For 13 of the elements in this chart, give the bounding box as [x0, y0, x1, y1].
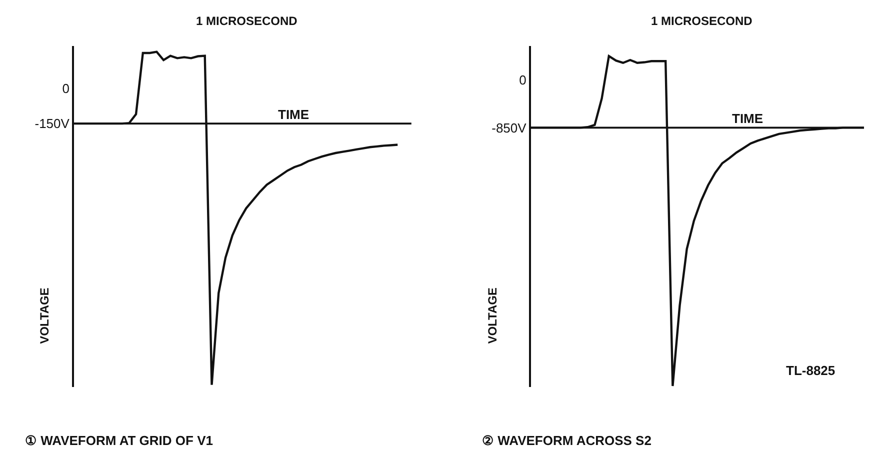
text: ② WAVEFORM ACROSS S2	[482, 433, 652, 448]
x-axis-title: TIME	[732, 111, 764, 126]
text: ① WAVEFORM AT GRID OF V1	[25, 433, 213, 448]
y-tick-label: -150V	[34, 116, 70, 132]
y-tick-label: -850V	[492, 120, 527, 136]
y-axis-title: VOLTAGE	[485, 287, 500, 344]
y-tick-label: 0	[62, 80, 70, 96]
annotation: TL-8825	[786, 363, 836, 378]
y-tick-label: 0	[519, 72, 526, 88]
text: 1 MICROSECOND	[196, 14, 298, 28]
x-axis-title: TIME	[278, 107, 310, 122]
y-axis-title: VOLTAGE	[37, 288, 52, 344]
text: 1 MICROSECOND	[651, 14, 753, 28]
